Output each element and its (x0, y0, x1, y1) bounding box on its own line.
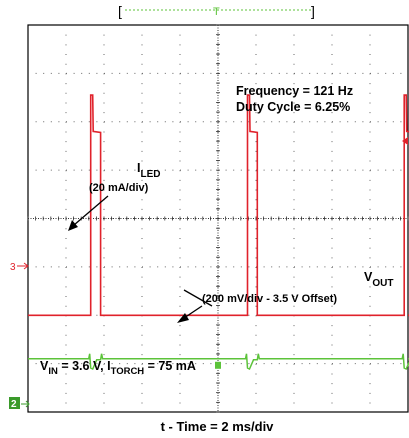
iled-pointer-arrowhead (68, 220, 78, 231)
iled-label: ILED (137, 161, 160, 180)
duty-cycle-label: Duty Cycle = 6.25% (236, 100, 350, 114)
cond-itorch-sub: TORCH (111, 366, 145, 377)
trigger-marker: T (213, 6, 220, 18)
channel-2-marker: 2 (11, 399, 17, 410)
trigger-level-icon (402, 137, 408, 145)
vout-label-sub: OUT (372, 278, 393, 289)
cond-end: = 75 mA (144, 359, 196, 373)
vout-pointer-line-2 (183, 305, 203, 319)
trigger-bracket-left: [ (118, 3, 122, 19)
frequency-label: Frequency = 121 Hz (236, 84, 353, 98)
iled-trace (28, 94, 409, 317)
channel-3-marker: 3 (10, 262, 16, 273)
iled-scale-label: (20 mA/div) (89, 182, 149, 194)
traces (28, 94, 409, 371)
channel-2-arrow (21, 400, 30, 408)
iled-label-main: I (137, 161, 140, 175)
x-axis-label: t - Time = 2 ms/div (161, 419, 275, 434)
iled-pointer-line (73, 195, 109, 226)
trigger-bracket-right: ] (311, 3, 315, 19)
vout-label-main: V (364, 270, 373, 284)
test-condition-label: VIN = 3.6 V, ITORCH = 75 mA (40, 359, 196, 377)
iled-label-sub: LED (140, 169, 160, 180)
cond-vin-sub: IN (48, 366, 58, 377)
vout-trace (28, 353, 409, 371)
vout-center-marker (215, 361, 221, 369)
vout-pointer-line (183, 289, 213, 307)
cond-vin: V (40, 359, 49, 373)
vout-pointer-arrowhead (177, 313, 189, 323)
vout-label: VOUT (364, 270, 393, 289)
channel-2-marker-box (9, 397, 20, 409)
channel-3-arrow (17, 262, 29, 270)
trigger-position-indicator: [ ] T (118, 3, 315, 19)
vout-scale-label: (200 mV/div - 3.5 V Offset) (202, 293, 337, 305)
cond-mid: = 3.6 V, I (58, 359, 111, 373)
